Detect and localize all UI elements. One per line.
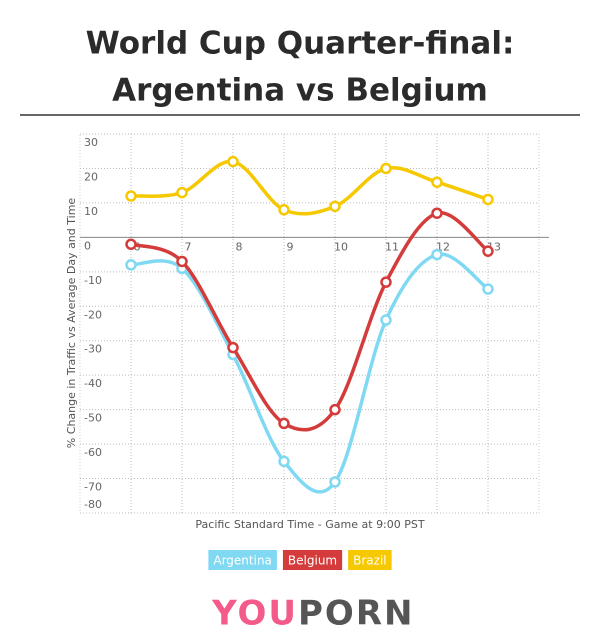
point	[278, 455, 290, 468]
point	[278, 417, 290, 430]
series-line	[130, 252, 490, 494]
point	[482, 245, 494, 257]
legend-swatch	[282, 550, 343, 570]
y-tick-label: 0	[84, 239, 91, 252]
y-tick-label: -30	[84, 343, 102, 356]
plot-frame	[79, 133, 540, 514]
point	[125, 259, 137, 271]
point	[329, 200, 341, 213]
y-tick-label: -40	[84, 377, 102, 390]
legend-label: Argentina	[213, 554, 272, 568]
legend-item: Brazil	[348, 550, 392, 570]
x-tick-label: 11	[385, 240, 399, 253]
logo-part: PORN	[298, 594, 414, 634]
x-axis-label: Pacific Standard Time - Game at 9:00 PST	[195, 518, 424, 531]
y-axis-label: % Change in Traffic vs Average Day and T…	[65, 198, 78, 449]
point	[482, 283, 494, 295]
series-line	[130, 211, 490, 432]
legend-swatch	[208, 550, 277, 570]
point	[125, 238, 137, 251]
point	[431, 248, 443, 261]
y-tick-label: 20	[84, 170, 98, 183]
point	[329, 476, 341, 488]
chart-title: World Cup Quarter-final:	[86, 26, 515, 62]
y-tick-label: 10	[84, 205, 98, 218]
logo: YOU PORN	[211, 594, 414, 634]
point	[380, 276, 392, 288]
legend: Argentina Belgium Brazil	[208, 550, 392, 570]
x-tick-label: 9	[287, 240, 294, 253]
point	[380, 314, 392, 326]
legend-label: Brazil	[353, 554, 387, 568]
y-tick-label: -60	[84, 446, 102, 459]
logo-part: YOU	[211, 594, 298, 634]
legend-item: Argentina	[208, 550, 277, 570]
y-tick-label: -20	[84, 308, 102, 321]
y-tick-label: -50	[84, 412, 102, 425]
y-tick-label: 30	[84, 136, 98, 149]
point	[278, 204, 290, 216]
point	[380, 162, 392, 175]
point	[482, 193, 494, 206]
point	[431, 207, 443, 219]
x-tick-label: 7	[185, 240, 192, 253]
y-tick-label: -10	[84, 274, 102, 287]
point	[176, 255, 188, 268]
point	[431, 176, 443, 188]
chart-title: Argentina vs Belgium	[112, 73, 488, 109]
x-tick-label: 10	[334, 240, 348, 253]
point	[227, 341, 239, 354]
y-tick-label: -80	[84, 498, 102, 511]
x-tick-label: 8	[236, 240, 243, 253]
legend-swatch	[348, 550, 392, 570]
point	[176, 186, 188, 199]
legend-item: Belgium	[282, 550, 343, 570]
point	[125, 190, 137, 202]
point	[227, 155, 239, 168]
legend-label: Belgium	[288, 554, 337, 568]
series-line	[130, 159, 489, 216]
y-tick-label: -70	[84, 481, 102, 494]
point	[329, 403, 341, 416]
